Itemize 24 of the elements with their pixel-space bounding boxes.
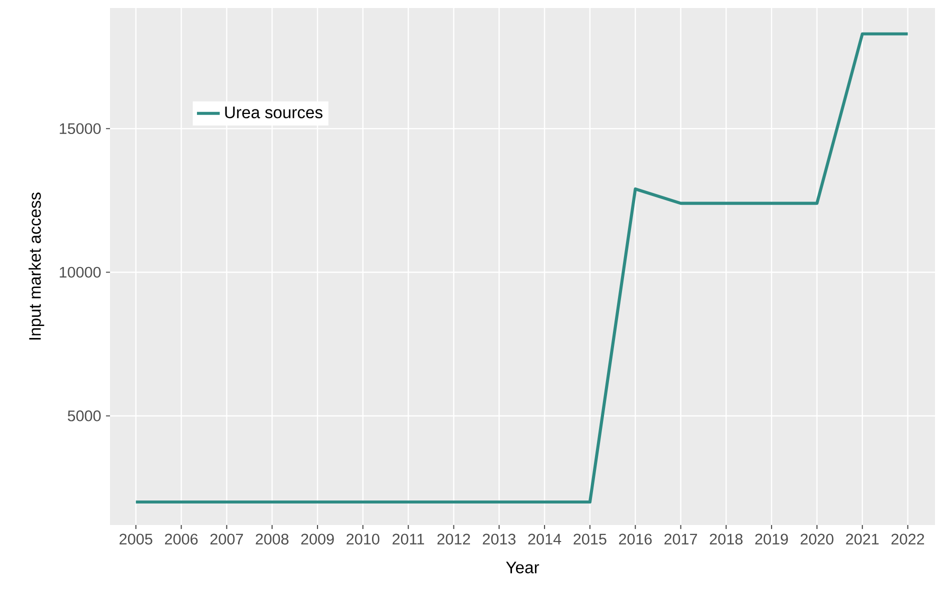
x-tick-label: 2022	[891, 534, 924, 545]
y-tick-label: 10000	[60, 266, 101, 278]
x-tick-label: 2018	[710, 534, 743, 545]
x-tick-label: 2008	[256, 534, 288, 545]
x-tick-label: 2014	[528, 534, 562, 545]
x-tick-label: 2019	[755, 534, 788, 545]
x-tick-label: 2012	[437, 534, 470, 545]
x-tick-label: 2021	[846, 534, 879, 545]
x-tick-label: 2010	[346, 534, 380, 545]
y-tick-label: 15000	[60, 123, 101, 134]
x-tick-label: 2015	[574, 534, 606, 545]
x-tick-label: 2013	[482, 534, 516, 545]
y-axis-title: Input market access	[28, 192, 44, 340]
x-tick-label: 2016	[619, 534, 652, 545]
x-tick-label: 2005	[120, 534, 152, 545]
x-tick-label: 2020	[800, 534, 834, 545]
x-tick-label: 2017	[664, 534, 698, 545]
y-tick-label: 5000	[68, 410, 101, 422]
x-axis-title: Year	[506, 562, 540, 574]
x-tick-label: 2007	[210, 534, 243, 545]
legend-label: Urea sources	[225, 106, 322, 118]
x-tick-label: 2006	[165, 534, 198, 545]
x-tick-label: 2009	[301, 534, 334, 545]
x-tick-label: 2011	[392, 534, 424, 545]
